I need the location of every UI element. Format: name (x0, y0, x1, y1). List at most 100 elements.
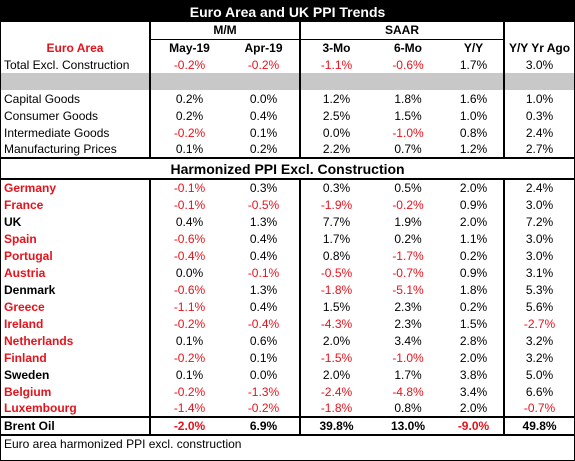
group-header-row: M/M SAAR (1, 22, 575, 40)
table-cell: 1.5% (459, 316, 488, 331)
table-cell: 2.0% (459, 214, 488, 229)
table-cell: 1.7% (394, 367, 422, 382)
col-header-apr19: Apr-19 (244, 40, 283, 55)
table-cell: 3.2% (502, 332, 575, 349)
table-cell: 49.8% (502, 416, 575, 435)
title-row: Euro Area and UK PPI Trends (1, 1, 575, 22)
col-header-6mo: 6-Mo (394, 40, 422, 55)
country-row: Belgium -0.2% -1.3% -2.4% -4.8% 3.4% 6.6% (1, 383, 575, 400)
table-cell: 0.0% (299, 124, 372, 141)
table-cell: -0.6% (149, 281, 228, 298)
goods-row: Intermediate Goods -0.2% 0.1% 0.0% -1.0% 0.8%… (1, 124, 575, 141)
table-cell: 5.6% (502, 298, 575, 315)
table-cell: 1.3% (249, 282, 278, 297)
table-cell: 1.8% (394, 91, 422, 106)
table-cell: -0.2% (149, 56, 228, 73)
table-cell: -1.0% (392, 350, 424, 365)
table-cell: -0.7% (392, 265, 424, 280)
table-cell: 1.1% (459, 231, 488, 246)
column-header-row: Euro Area May-19 Apr-19 3-Mo 6-Mo Y/Y Y/… (1, 39, 575, 56)
col-header-yy-yr-ago: Y/Y Yr Ago (502, 39, 575, 56)
row-label: Netherlands (4, 333, 74, 348)
row-label: Germany (4, 181, 57, 195)
table-cell: -1.1% (299, 56, 372, 73)
goods-row: Consumer Goods 0.2% 0.4% 2.5% 1.5% 1.0% 0.3% (1, 107, 575, 124)
table-cell: -1.9% (299, 196, 372, 213)
table-cell: -5.1% (392, 282, 424, 297)
footnote-row: Euro area harmonized PPI excl. construct… (1, 434, 575, 452)
country-row: UK 0.4% 1.3% 7.7% 1.9% 2.0% 7.2% (1, 213, 575, 230)
table-cell: 0.4% (249, 108, 278, 123)
table-cell: 13.0% (372, 416, 444, 435)
table-cell: 2.0% (459, 181, 488, 195)
table-cell: 0.1% (149, 366, 228, 383)
table-cell: 0.8% (394, 401, 422, 415)
table-cell: -0.2% (149, 315, 228, 332)
row-label: Total Excl. Construction (4, 57, 130, 72)
row-label: Sweden (4, 367, 50, 382)
table-cell: 0.1% (249, 125, 278, 140)
table-cell: -1.7% (392, 248, 424, 263)
table-cell: -1.8% (299, 400, 372, 417)
row-label: Denmark (4, 282, 56, 297)
col-label-header: Euro Area (46, 40, 104, 55)
table-cell: 0.2% (149, 90, 228, 107)
col-header-3mo: 3-Mo (299, 39, 372, 56)
table-cell: 0.4% (249, 231, 278, 246)
table-cell: 0.1% (149, 332, 228, 349)
row-label: Greece (4, 299, 45, 314)
table-cell: 0.0% (149, 264, 228, 281)
table-cell: 1.5% (394, 108, 422, 123)
total-row: Total Excl. Construction -0.2% -0.2% -1.1% -… (1, 56, 575, 73)
table-cell: 0.0% (249, 367, 278, 382)
row-label: Finland (4, 350, 47, 365)
country-row: Germany -0.1% 0.3% 0.3% 0.5% 2.0% 2.4% (1, 179, 575, 196)
country-row: Sweden 0.1% 0.0% 2.0% 1.7% 3.8% 5.0% (1, 366, 575, 383)
table-cell: 0.4% (249, 248, 278, 263)
table-cell: 3.1% (502, 264, 575, 281)
table-cell: 2.2% (299, 141, 372, 158)
table-cell: 1.9% (394, 214, 422, 229)
table-cell: 0.4% (149, 213, 228, 230)
section-header-row: Harmonized PPI Excl. Construction (1, 157, 575, 180)
table-cell: 6.6% (502, 383, 575, 400)
table-cell: -0.1% (247, 265, 280, 280)
row-label: Intermediate Goods (4, 125, 110, 140)
country-row: Finland -0.2% 0.1% -1.5% -1.0% 2.0% 3.2% (1, 349, 575, 366)
table-cell: 3.4% (394, 333, 422, 348)
table-cell: 2.4% (502, 179, 575, 196)
table-cell: 0.8% (299, 247, 372, 264)
table-cell: 0.9% (459, 197, 488, 212)
table-cell: 1.3% (249, 214, 278, 229)
country-row: Austria 0.0% -0.1% -0.5% -0.7% 0.9% 3.1% (1, 264, 575, 281)
table-cell: 0.1% (249, 350, 278, 365)
table-cell: 3.0% (502, 196, 575, 213)
table-cell: 0.9% (459, 265, 488, 280)
table-cell: -4.8% (392, 384, 424, 399)
table-cell: 0.8% (459, 125, 488, 140)
table-cell: -0.2% (392, 197, 424, 212)
table-cell: -0.7% (502, 400, 575, 417)
table-cell: -0.2% (149, 124, 228, 141)
table-cell: 7.7% (299, 213, 372, 230)
row-label: Austria (4, 265, 46, 280)
table-cell: 2.4% (502, 124, 575, 141)
table-cell: 0.3% (299, 179, 372, 196)
table-cell: 0.2% (249, 142, 278, 156)
country-row: France -0.1% -0.5% -1.9% -0.2% 0.9% 3.0% (1, 196, 575, 213)
table-cell: -1.0% (392, 125, 424, 140)
country-row: Denmark -0.6% 1.3% -1.8% -5.1% 1.8% 5.3% (1, 281, 575, 298)
row-label: Spain (4, 231, 37, 246)
table-cell: 3.0% (502, 56, 575, 73)
row-label: UK (4, 214, 22, 229)
country-row: Luxembourg -1.4% -0.2% -1.8% 0.8% 2.0% -0.7% (1, 400, 575, 417)
country-row: Portugal -0.4% 0.4% 0.8% -1.7% 0.2% 3.0% (1, 247, 575, 264)
table-cell: -1.4% (149, 400, 228, 417)
row-label: Luxembourg (4, 401, 77, 415)
table-cell: 3.0% (502, 230, 575, 247)
row-label: Portugal (4, 248, 53, 263)
table-cell: 2.8% (459, 333, 488, 348)
table-cell: -0.1% (149, 179, 228, 196)
table-cell: 1.0% (502, 90, 575, 107)
